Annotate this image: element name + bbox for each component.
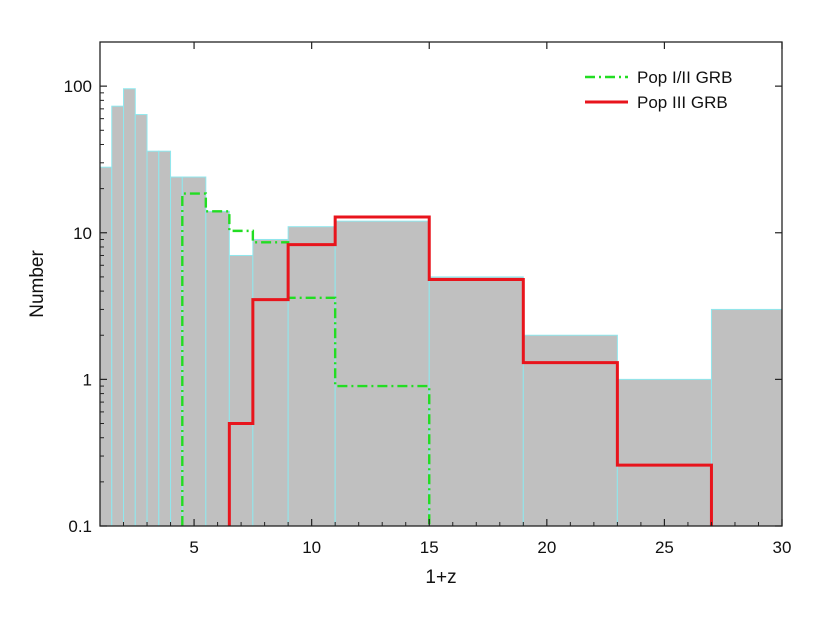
y-tick-label: 1 <box>83 370 92 389</box>
legend: Pop I/II GRB Pop III GRB <box>585 68 732 112</box>
x-tick-label: 15 <box>420 538 439 557</box>
y-tick-label: 0.1 <box>68 517 92 536</box>
histogram-bar <box>170 176 183 527</box>
histogram-bar <box>522 334 618 527</box>
histogram-bar <box>428 276 524 527</box>
histogram-bar <box>181 176 207 527</box>
histogram-bar <box>287 226 336 527</box>
x-tick-label: 20 <box>537 538 556 557</box>
x-tick-label: 25 <box>655 538 674 557</box>
histogram-bar <box>616 378 712 527</box>
histogram-bar <box>252 238 289 527</box>
histogram-bar <box>146 150 160 527</box>
y-tick-label: 100 <box>64 77 92 96</box>
y-tick-label: 10 <box>73 224 92 243</box>
histogram-bar <box>158 150 172 527</box>
plot-frame <box>99 41 783 527</box>
histogram-bar <box>205 210 230 527</box>
histogram-bar <box>710 308 783 527</box>
series-line-pop-i-ii <box>181 192 431 526</box>
histogram-bar <box>228 254 254 527</box>
x-tick-label: 5 <box>189 538 198 557</box>
histogram-bar <box>99 166 113 527</box>
histogram-bar <box>334 220 430 527</box>
x-axis: 5 10 15 20 25 30 <box>123 42 792 557</box>
series-line-pop-iii <box>227 215 713 526</box>
legend-label: Pop I/II GRB <box>637 68 732 87</box>
histogram-bar <box>134 114 148 527</box>
y-axis-title: Number <box>27 250 48 318</box>
x-tick-label: 30 <box>773 538 792 557</box>
x-axis-title: 1+z <box>425 567 456 588</box>
histogram-bins <box>99 88 783 527</box>
series-lines <box>181 192 713 526</box>
histogram-bar <box>123 88 136 527</box>
y-axis: 0.1 1 10 100 <box>64 41 782 536</box>
legend-label: Pop III GRB <box>637 93 728 112</box>
x-tick-label: 10 <box>302 538 321 557</box>
histogram-bar <box>111 105 125 527</box>
